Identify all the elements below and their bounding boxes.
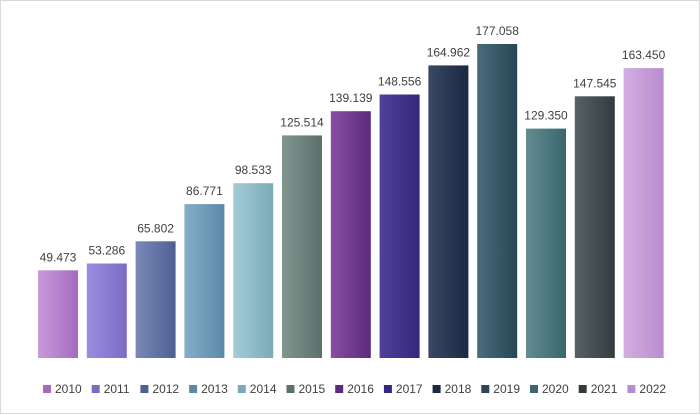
data-label-2020: 129.350 <box>524 109 568 123</box>
data-label-2021: 147.545 <box>573 76 617 90</box>
bar-2021 <box>574 96 615 359</box>
bar-2014 <box>233 183 274 358</box>
bar-2010 <box>38 270 78 358</box>
bars-group <box>38 44 664 359</box>
legend: 2010 2011 2012 2013 2014 2015 2016 2017 2018 2019… <box>43 382 666 396</box>
legend-swatch-2022 <box>627 385 636 393</box>
bar-2022 <box>623 68 664 358</box>
legend-label-2018: 2018 <box>445 382 472 396</box>
data-labels-group: 49.473 53.286 65.802 86.771 98.533 125.514 139… <box>40 24 666 264</box>
legend-label-2020: 2020 <box>542 382 569 396</box>
bar-2015 <box>282 135 322 358</box>
bar-2013 <box>184 204 225 358</box>
legend-label-2021: 2021 <box>591 382 618 396</box>
data-label-2018: 164.962 <box>427 45 471 59</box>
legend-label-2011: 2011 <box>104 382 130 396</box>
legend-swatch-2012 <box>140 385 149 393</box>
bar-2019 <box>477 44 518 358</box>
data-label-2012: 65.802 <box>137 221 174 235</box>
legend-swatch-2010 <box>43 385 51 393</box>
legend-label-2015: 2015 <box>299 382 326 396</box>
data-label-2013: 86.771 <box>186 184 223 198</box>
bar-2016 <box>330 111 371 358</box>
legend-label-2012: 2012 <box>152 382 179 396</box>
data-label-2019: 177.058 <box>476 24 520 38</box>
legend-swatch-2020 <box>530 385 538 393</box>
legend-swatch-2021 <box>578 385 587 393</box>
data-label-2016: 139.139 <box>329 91 373 105</box>
bar-2017 <box>379 94 420 358</box>
legend-label-2010: 2010 <box>55 382 82 396</box>
legend-label-2016: 2016 <box>347 382 374 396</box>
bar-2020 <box>526 128 566 358</box>
legend-swatch-2019 <box>481 385 490 393</box>
legend-label-2013: 2013 <box>201 382 228 396</box>
legend-swatch-2017 <box>383 385 392 393</box>
legend-swatch-2011 <box>91 385 100 393</box>
legend-label-2014: 2014 <box>250 382 277 396</box>
legend-swatch-2013 <box>189 385 198 393</box>
data-label-2011: 53.286 <box>88 244 125 258</box>
legend-label-2017: 2017 <box>396 382 423 396</box>
bar-2018 <box>428 65 469 359</box>
data-label-2022: 163.450 <box>622 48 666 62</box>
bar-2012 <box>135 241 176 358</box>
legend-label-2022: 2022 <box>639 382 666 396</box>
legend-swatch-2016 <box>335 385 344 393</box>
legend-swatch-2014 <box>237 385 246 393</box>
legend-label-2019: 2019 <box>493 382 520 396</box>
data-label-2010: 49.473 <box>40 250 77 264</box>
legend-swatch-2015 <box>286 385 295 393</box>
data-label-2014: 98.533 <box>235 163 272 177</box>
legend-swatch-2018 <box>432 385 441 393</box>
data-label-2017: 148.556 <box>378 75 422 89</box>
bar-2011 <box>86 263 127 358</box>
data-label-2015: 125.514 <box>280 115 324 129</box>
